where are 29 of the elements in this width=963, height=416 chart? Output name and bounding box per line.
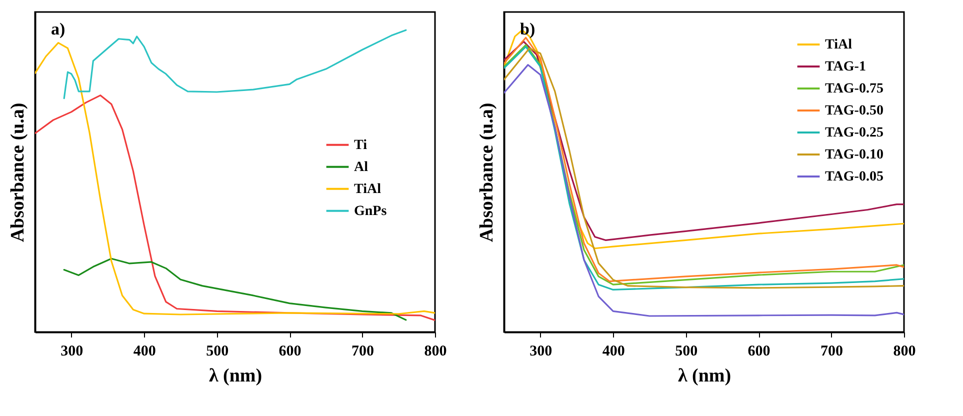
x-tick-label: 800 — [424, 344, 447, 360]
x-tick-label: 800 — [893, 344, 916, 360]
x-tick-label: 300 — [60, 344, 84, 360]
x-tick-label: 400 — [602, 344, 625, 360]
legend-label: GnPs — [354, 204, 388, 219]
legend-label: TAG-0.50 — [825, 104, 884, 118]
annotation: a) — [51, 20, 66, 39]
x-tick-label: 300 — [530, 344, 552, 360]
x-tick-label: 600 — [278, 344, 302, 360]
x-tick-label: 700 — [352, 344, 374, 360]
x-tick-label: 500 — [206, 344, 229, 360]
legend-label: Al — [354, 160, 368, 175]
legend-label: TiAl — [354, 182, 382, 197]
legend-label: TAG-0.25 — [825, 126, 884, 140]
x-axis-title: λ (nm) — [678, 366, 732, 386]
x-tick-label: 700 — [820, 344, 844, 360]
x-tick-label: 500 — [675, 344, 698, 360]
x-tick-label: 600 — [748, 344, 770, 360]
legend-label: TAG-0.10 — [825, 148, 884, 162]
x-axis-title: λ (nm) — [208, 366, 262, 386]
annotation: b) — [520, 20, 536, 39]
legend-label: TiAl — [825, 38, 852, 52]
y-axis-title: Absorbance (u.a) — [8, 102, 28, 242]
legend-label: TAG-0.75 — [825, 82, 884, 96]
legend-label: Ti — [354, 138, 368, 153]
legend-label: TAG-0.05 — [825, 170, 884, 184]
y-axis-title: Absorbance (u.a) — [476, 102, 498, 242]
legend-label: TAG-1 — [825, 60, 866, 74]
x-tick-label: 400 — [133, 344, 156, 360]
